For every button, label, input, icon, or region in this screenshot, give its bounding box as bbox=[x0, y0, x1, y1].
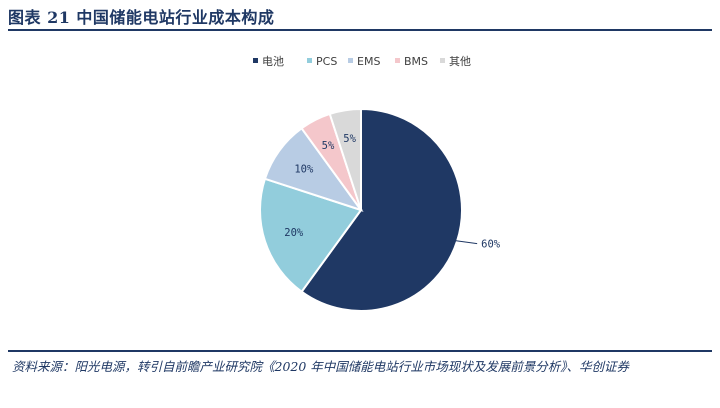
legend: 电池 PCS EMS BMS 其他 bbox=[253, 55, 471, 68]
data-label-4: 5% bbox=[322, 140, 335, 152]
data-label-1: 60% bbox=[481, 239, 501, 251]
pie-slice-5 bbox=[328, 107, 362, 211]
leader-line-1 bbox=[455, 240, 478, 245]
legend-marker-2 bbox=[307, 58, 312, 63]
pie-chart: 电池 PCS EMS BMS 其他 60% 20% 10% 5% 5% bbox=[253, 55, 501, 312]
title-divider bbox=[8, 29, 712, 31]
legend-label-4: BMS bbox=[404, 55, 428, 68]
legend-marker-3 bbox=[348, 58, 353, 63]
data-label-3: 10% bbox=[294, 163, 314, 175]
legend-marker-1 bbox=[253, 58, 258, 63]
pie-slice-2 bbox=[259, 177, 363, 294]
pie-slices bbox=[259, 107, 463, 312]
legend-marker-4 bbox=[395, 58, 400, 63]
legend-label-1: 电池 bbox=[262, 55, 284, 68]
legend-label-2: PCS bbox=[316, 55, 337, 68]
legend-label-3: EMS bbox=[357, 55, 380, 68]
data-label-5: 5% bbox=[343, 133, 356, 145]
source-note: 资料来源：阳光电源，转引自前瞻产业研究院《2020 年中国储能电站行业市场现状及… bbox=[12, 359, 630, 374]
legend-label-5: 其他 bbox=[449, 55, 471, 68]
source-divider bbox=[8, 350, 712, 352]
data-label-2: 20% bbox=[284, 227, 304, 239]
legend-marker-5 bbox=[440, 58, 445, 63]
chart-title: 图表 21 中国储能电站行业成本构成 bbox=[8, 8, 275, 27]
data-labels: 60% 20% 10% 5% 5% bbox=[284, 133, 501, 250]
